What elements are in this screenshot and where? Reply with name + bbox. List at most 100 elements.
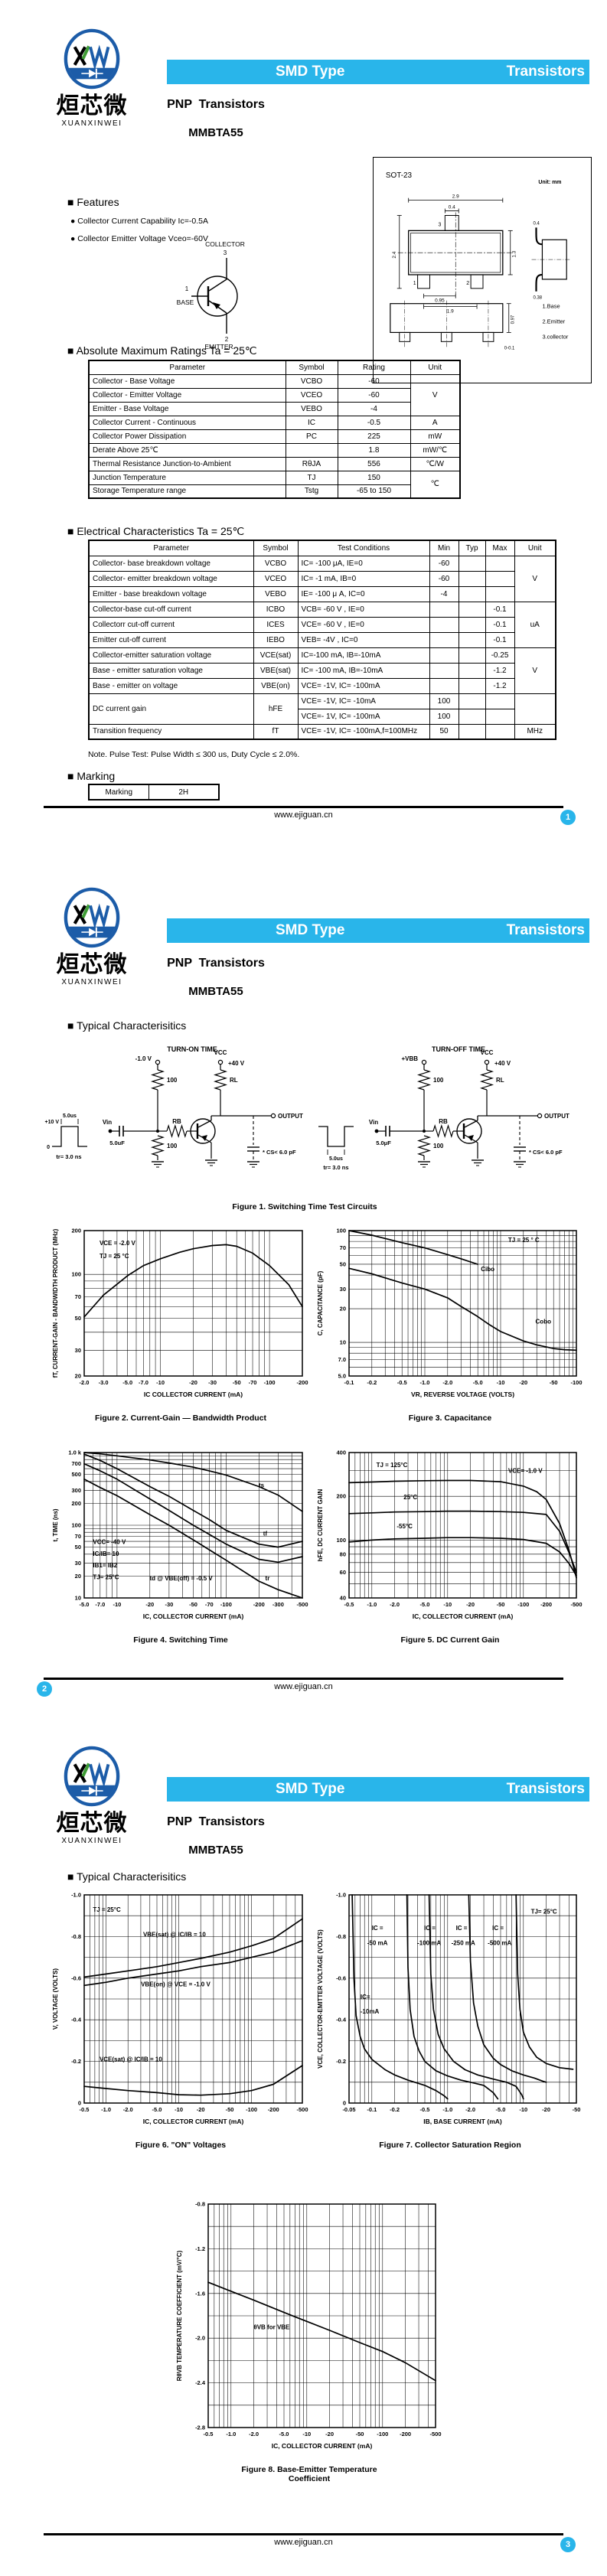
svg-text:-20: -20 [519,1379,527,1386]
svg-text:IC =: IC = [372,1925,383,1932]
svg-text:0.95: 0.95 [435,298,445,304]
svg-text:td @ VBE(off) = -0.5 V: td @ VBE(off) = -0.5 V [150,1575,214,1582]
footer-rule [44,1678,563,1680]
fig4-chart: -5.0 -7.0 -10 -20 -30 -50 -70 -100 -200 -300 -500 1… [52,1449,308,1621]
svg-text:-0.2: -0.2 [336,2058,346,2065]
marking-table: Marking 2H [88,784,220,801]
svg-text:VCE(sat) @ IC/IB = 10: VCE(sat) @ IC/IB = 10 [100,2056,162,2063]
svg-text:-0.5: -0.5 [420,2106,430,2113]
table-cell [485,708,515,725]
table-row: Collector-base cut-off current ICBO VCB= -… [88,601,556,648]
column-header: Unit [514,540,556,556]
svg-text:+40 V: +40 V [228,1060,245,1067]
svg-text:VCE= -1.0 V: VCE= -1.0 V [508,1468,543,1475]
table-cell [458,708,486,725]
logo-chinese-name: 烜芯微 [56,1811,128,1836]
figure-caption: Figure 2. Current-Gain — Bandwidth Produ… [94,1414,266,1423]
svg-text:tr= 3.0 ns: tr= 3.0 ns [323,1164,348,1171]
svg-text:-5.0: -5.0 [152,2106,162,2113]
table-cell [458,677,486,694]
header-banner: SMD Type Transistors [167,60,589,84]
svg-text:-50: -50 [233,1379,241,1386]
table-row: Collector- base breakdown voltage VCBO IC=… [88,555,556,602]
marking-heading: ■ Marking [67,770,116,782]
package-drawing: SOT-23 Unit: mm 2.9 0.4 3 1 2 2.4 1.3 0.95 1.9 0.4 0… [373,157,592,383]
svg-text:2: 2 [466,281,469,286]
table-cell: VCB= -60 V , IE=0 [297,601,430,618]
table-cell: 2H [148,784,220,801]
svg-text:TJ= 25°C: TJ= 25°C [93,1573,119,1580]
banner-right-label: Transistors [506,64,585,80]
svg-text:0.4: 0.4 [449,205,455,210]
svg-text:-5.0: -5.0 [473,1379,483,1386]
table-cell: Collector Current - Continuous [88,415,286,430]
svg-text:-0.2: -0.2 [71,2058,81,2065]
svg-text:-100: -100 [246,2106,257,2113]
table-cell: IC=-100 mA, IB=-10mA [297,647,430,664]
svg-text:-2.0: -2.0 [80,1379,90,1386]
svg-text:Cobo: Cobo [536,1319,552,1325]
svg-text:-250 mA: -250 mA [452,1939,475,1946]
svg-text:10: 10 [340,1339,346,1346]
table-row: Emitter - Base Voltage VEBO -4 [88,401,460,416]
svg-text:-0.5: -0.5 [397,1379,407,1386]
logo-chinese-name: 烜芯微 [56,952,128,977]
column-header: Parameter [88,540,254,556]
svg-text:40: 40 [340,1595,346,1602]
page-2: 烜芯微 XUANXINWEI SMD Type Transistors PNP … [0,859,607,1717]
svg-text:-20: -20 [466,1601,475,1608]
table-row: Collector Current - Continuous IC -0.5 A [88,415,461,430]
svg-text:-300: -300 [272,1601,284,1608]
svg-text:-0.4: -0.4 [71,2017,82,2023]
svg-text:-500: -500 [429,2431,441,2437]
svg-text:-1.2: -1.2 [195,2245,205,2252]
table-header-row: Parameter Symbol Test Conditions Min Typ Max U… [88,540,556,556]
table-cell: Emitter cut-off current [88,631,254,648]
data-table: Parameter Symbol Test Conditions Min Typ Max U… [88,540,556,740]
svg-text:200: 200 [336,1493,346,1500]
svg-text:-50: -50 [226,2106,234,2113]
figure-4: -5.0 -7.0 -10 -20 -30 -50 -70 -100 -200 -300 -500 1… [51,1446,311,1645]
doc-title: PNP Transistors [167,957,265,970]
absolute-maximum-ratings-table: Parameter Symbol Rating Unit Collector - Bas… [88,360,461,499]
electrical-characteristics-table: Parameter Symbol Test Conditions Min Typ Max U… [88,540,556,740]
svg-text:100: 100 [71,1271,81,1278]
figure-3: -0.1 -0.2 -0.5 -1.0 -2.0 -5.0 -10 -20 -50 -100 5.0… [315,1224,585,1423]
fig7-chart: -0.05 -0.1 -0.2 -0.5 -1.0 -2.0 -5.0 -10 -20 -50 -1… [317,1892,580,2126]
footer-url: www.ejiguan.cn [274,1682,333,1691]
svg-text:5.0uF: 5.0uF [109,1140,125,1146]
table-cell: -0.5 [337,415,411,430]
part-number: MMBTA55 [188,985,243,998]
table-row: Base - emitter saturation voltage VBE(sat… [88,662,556,679]
svg-text:-20: -20 [189,1379,197,1386]
svg-text:-55°C: -55°C [397,1523,413,1530]
table-row: Thermal Resistance Junction-to-Ambient Rθ… [88,456,461,471]
fig2-chart: -2.0 -3.0 -5.0 -7.0 -10 -20 -30 -50 -70 -100 -200 2… [52,1228,308,1399]
svg-text:200: 200 [71,1228,81,1234]
table-cell [458,631,486,648]
table-cell: VCE= -1V, IC= -100mA,f=100MHz [297,723,430,740]
svg-text:7.0: 7.0 [338,1356,346,1363]
svg-text:-5.0: -5.0 [496,2106,506,2113]
header-banner: SMD Type Transistors [167,1777,589,1802]
table-cell: Collector-base cut-off current [88,601,254,618]
svg-text:-100: -100 [220,1601,232,1608]
svg-text:100: 100 [336,1228,346,1234]
svg-text:-1.0: -1.0 [442,2106,452,2113]
svg-text:-20: -20 [145,1601,154,1608]
table-cell: -0.25 [485,647,515,664]
table-cell: Collector - Emitter Voltage [88,387,286,403]
figure-caption: Figure 5. DC Current Gain [400,1635,500,1645]
table-cell: -60 [429,570,459,587]
svg-text:-10: -10 [175,2106,183,2113]
table-cell: Marking [88,784,149,801]
svg-text:-1.0: -1.0 [101,2106,111,2113]
svg-text:-20: -20 [197,2106,205,2113]
svg-text:IC, COLLECTOR CURRENT (mA): IC, COLLECTOR CURRENT (mA) [143,2118,244,2125]
svg-text:-0.5: -0.5 [344,1601,354,1608]
table-row: Derate Above 25℃ 1.8 mW/℃ [88,442,461,458]
table-cell: VCEO [253,570,299,587]
svg-text:400: 400 [336,1449,346,1456]
svg-text:-2.0: -2.0 [442,1379,452,1386]
page-number-badge: 2 [37,1681,52,1697]
